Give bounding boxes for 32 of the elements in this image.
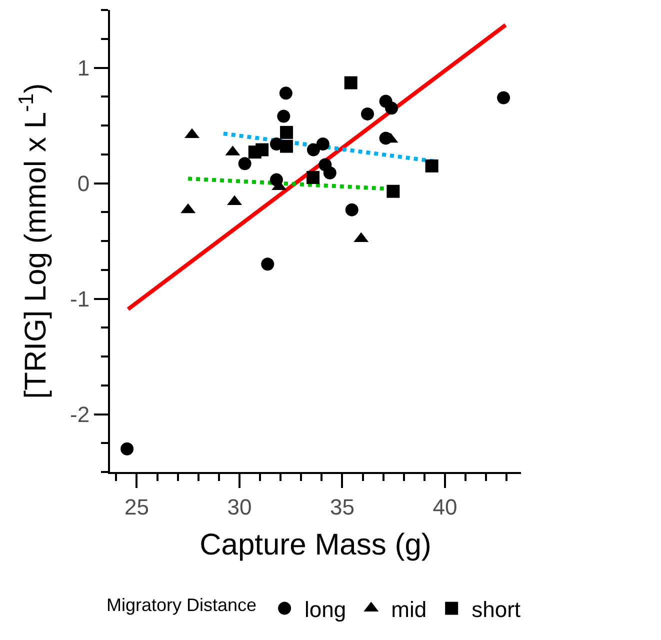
legend-title: Migratory Distance bbox=[106, 594, 257, 615]
point bbox=[306, 170, 320, 184]
point bbox=[360, 107, 374, 120]
x-axis-title: Capture Mass (g) bbox=[200, 528, 432, 562]
y-tick-label: -2 bbox=[70, 402, 90, 427]
x-tick-label: 40 bbox=[432, 494, 458, 520]
y-tick-label: 1 bbox=[77, 55, 90, 80]
x-tick-label: 30 bbox=[227, 494, 252, 520]
y-tick-label: 0 bbox=[77, 170, 90, 196]
point bbox=[280, 140, 294, 153]
point bbox=[497, 91, 510, 104]
point bbox=[306, 143, 320, 156]
point bbox=[345, 203, 358, 216]
legend-label: short bbox=[472, 596, 521, 622]
point bbox=[323, 166, 336, 180]
point bbox=[256, 143, 269, 156]
point bbox=[238, 157, 252, 170]
point bbox=[280, 126, 294, 139]
point bbox=[425, 159, 438, 172]
legend-label: mid bbox=[391, 596, 427, 622]
x-tick-label: 25 bbox=[124, 494, 149, 520]
point bbox=[261, 258, 274, 271]
point bbox=[120, 442, 134, 456]
point bbox=[316, 137, 330, 150]
y-tick-label: -1 bbox=[70, 286, 90, 312]
point bbox=[385, 102, 398, 115]
point bbox=[386, 184, 400, 198]
point bbox=[279, 86, 292, 100]
legend-label: long bbox=[304, 596, 346, 622]
x-tick-label: 35 bbox=[330, 494, 354, 520]
point bbox=[277, 110, 290, 123]
point bbox=[344, 76, 358, 90]
